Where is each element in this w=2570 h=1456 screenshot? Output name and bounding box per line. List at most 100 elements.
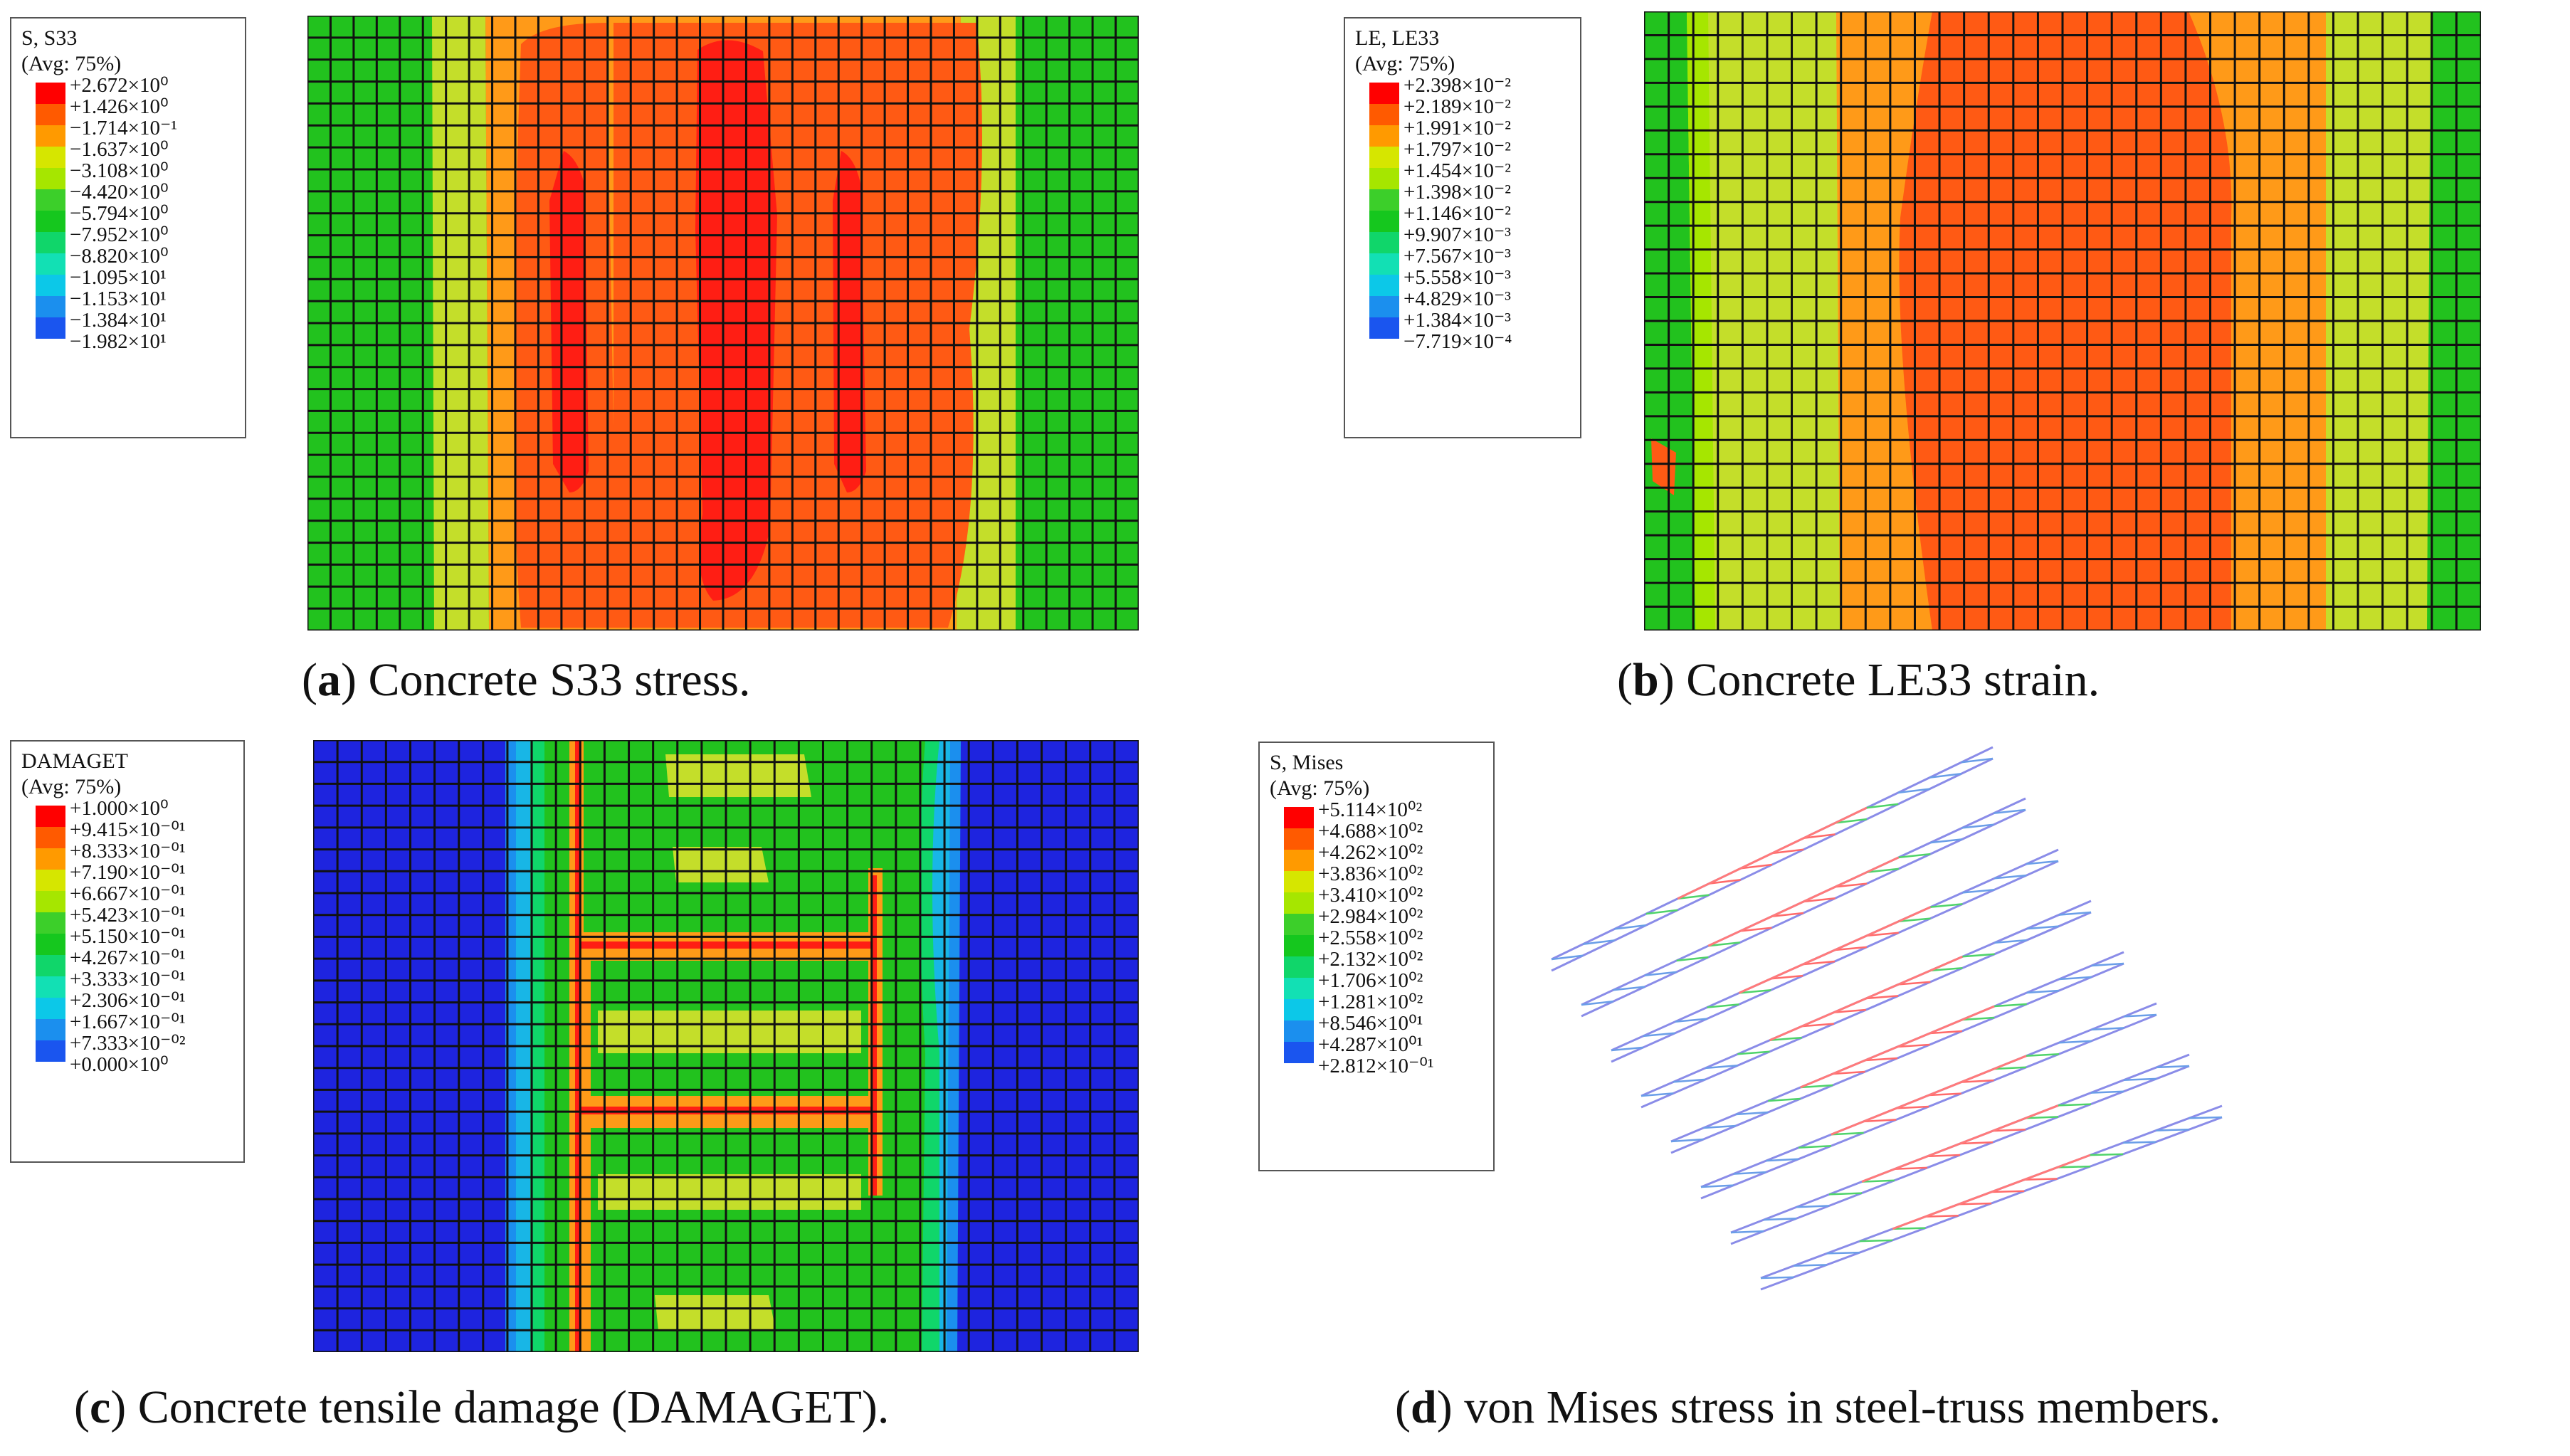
- legend-row: −1.384×10¹ −1.982×10¹: [21, 309, 235, 353]
- truss-web: [1673, 1078, 1706, 1083]
- legend-swatch: [36, 317, 65, 339]
- truss-web: [1835, 818, 1868, 824]
- mesh-grid: [1644, 11, 2481, 631]
- truss-chord-stressed: [1831, 1120, 1865, 1136]
- legend-label: −4.420×10⁰: [70, 181, 169, 204]
- legend-row: −1.714×10⁻¹: [21, 117, 235, 147]
- truss-web: [1859, 1239, 1893, 1243]
- mesh-grid: [307, 16, 1139, 631]
- truss-web: [1930, 838, 1962, 844]
- legend-swatch: [1369, 147, 1399, 168]
- legend-label: +6.667×10⁻⁰¹: [70, 882, 186, 905]
- truss-web: [1583, 939, 1615, 945]
- truss-web: [1898, 853, 1931, 859]
- legend-swatch: [36, 827, 65, 848]
- truss-chord-stressed: [1770, 963, 1803, 980]
- legend-swatch: [1284, 828, 1314, 850]
- legend-row: +1.706×10⁰²: [1270, 969, 1483, 999]
- legend-swatch: [1284, 807, 1314, 828]
- truss-web: [1927, 1154, 1961, 1158]
- legend-row: −1.637×10⁰: [21, 138, 235, 168]
- truss-web: [1740, 863, 1773, 870]
- legend-label: +9.907×10⁻³: [1404, 223, 1511, 246]
- truss-web: [1645, 909, 1678, 915]
- legend-row: −1.095×10¹: [21, 266, 235, 296]
- legend-row: +1.991×10⁻²: [1355, 117, 1570, 147]
- truss-web: [1897, 788, 1930, 794]
- truss-web: [1733, 1171, 1766, 1175]
- legend-label: −1.153×10¹: [70, 287, 167, 310]
- truss-web: [1866, 803, 1899, 809]
- truss-chord-stressed: [1927, 1142, 1961, 1158]
- legend-swatch: [1284, 935, 1314, 956]
- legend-row: +4.688×10⁰²: [1270, 820, 1483, 850]
- truss-members: [1551, 746, 2223, 1291]
- legend-row: +9.907×10⁻³: [1355, 223, 1570, 253]
- truss-web: [1897, 1043, 1930, 1048]
- legend-label: +4.287×10⁰¹: [1318, 1033, 1423, 1056]
- legend-label: +0.000×10⁰: [70, 1053, 169, 1076]
- truss-web: [1643, 1032, 1675, 1038]
- truss-chord-stressed: [1707, 930, 1741, 947]
- truss-web: [1803, 897, 1836, 903]
- legend-swatch: [1369, 125, 1399, 147]
- truss-web: [1677, 894, 1710, 900]
- truss-chord-stressed: [1959, 1129, 1994, 1145]
- legend-title: LE, LE33: [1355, 26, 1440, 50]
- truss-web: [1833, 1008, 1867, 1013]
- legend-label: +2.306×10⁻⁰¹: [70, 989, 186, 1012]
- legend-row: −7.952×10⁰: [21, 223, 235, 253]
- truss-web: [1961, 1079, 1994, 1083]
- truss-web: [1834, 946, 1867, 951]
- legend-row: +9.415×10⁻⁰¹: [21, 818, 233, 848]
- truss-chord-stressed: [1834, 806, 1868, 824]
- le33-contour-plot: [1644, 11, 2481, 631]
- legend-label: +1.991×10⁻²: [1404, 117, 1511, 139]
- legend-row: +2.132×10⁰²: [1270, 948, 1483, 978]
- legend-row: +1.398×10⁻²: [1355, 181, 1570, 211]
- truss-web: [1961, 1016, 1995, 1021]
- legend-label: +3.410×10⁰²: [1318, 884, 1423, 907]
- truss-web: [1961, 823, 1994, 829]
- legend-row: +8.546×10⁰¹: [1270, 1012, 1483, 1042]
- truss-web: [1551, 954, 1584, 961]
- truss-web: [1861, 1179, 1895, 1183]
- legend-row: +1.281×10⁰²: [1270, 991, 1483, 1020]
- truss-web: [1799, 1145, 1831, 1149]
- truss-chord-stressed: [1929, 1018, 1963, 1035]
- legend-row: +4.287×10⁰¹ +2.812×10⁻⁰¹: [1270, 1033, 1483, 1077]
- legend-label: +1.398×10⁻²: [1404, 181, 1511, 204]
- truss-chord-stressed: [1861, 1168, 1895, 1183]
- legend-row: +2.984×10⁰²: [1270, 905, 1483, 935]
- legend-label: +4.688×10⁰²: [1318, 820, 1423, 843]
- truss-web: [1994, 939, 2027, 944]
- truss-web: [1831, 1131, 1864, 1136]
- truss-web: [1670, 1138, 1704, 1143]
- truss-web: [1675, 1018, 1707, 1023]
- legend-swatch: [36, 891, 65, 912]
- truss-web: [1992, 1129, 2026, 1132]
- legend-swatch: [36, 912, 65, 934]
- legend-label: +1.706×10⁰²: [1318, 969, 1423, 992]
- legend-swatch: [1369, 253, 1399, 275]
- truss-web: [1581, 1001, 1613, 1006]
- legend-label: +3.333×10⁻⁰¹: [70, 968, 186, 991]
- s33-contour-plot: [307, 16, 1139, 631]
- legend-swatch: [36, 125, 65, 147]
- truss-web: [1730, 1230, 1764, 1234]
- legend-label: −1.982×10¹: [70, 330, 167, 353]
- truss-web: [1994, 808, 2026, 814]
- legend-swatch: [36, 1019, 65, 1040]
- legend-row: +1.454×10⁻²: [1355, 159, 1570, 189]
- legend-swatch: [1369, 104, 1399, 125]
- truss-web: [1962, 953, 1995, 958]
- legend-swatch: [36, 104, 65, 125]
- truss-web: [1645, 971, 1677, 976]
- legend-c: DAMAGET (Avg: 75%) +1.000×10⁰ +9.415×10⁻⁰…: [10, 740, 245, 1163]
- legend-swatch: [1369, 296, 1399, 317]
- truss-chord-stressed: [1833, 997, 1867, 1013]
- truss-web: [1930, 967, 1963, 972]
- legend-swatch: [36, 955, 65, 976]
- truss-chord-stressed: [1803, 822, 1836, 840]
- legend-row: +5.114×10⁰²: [1270, 798, 1483, 828]
